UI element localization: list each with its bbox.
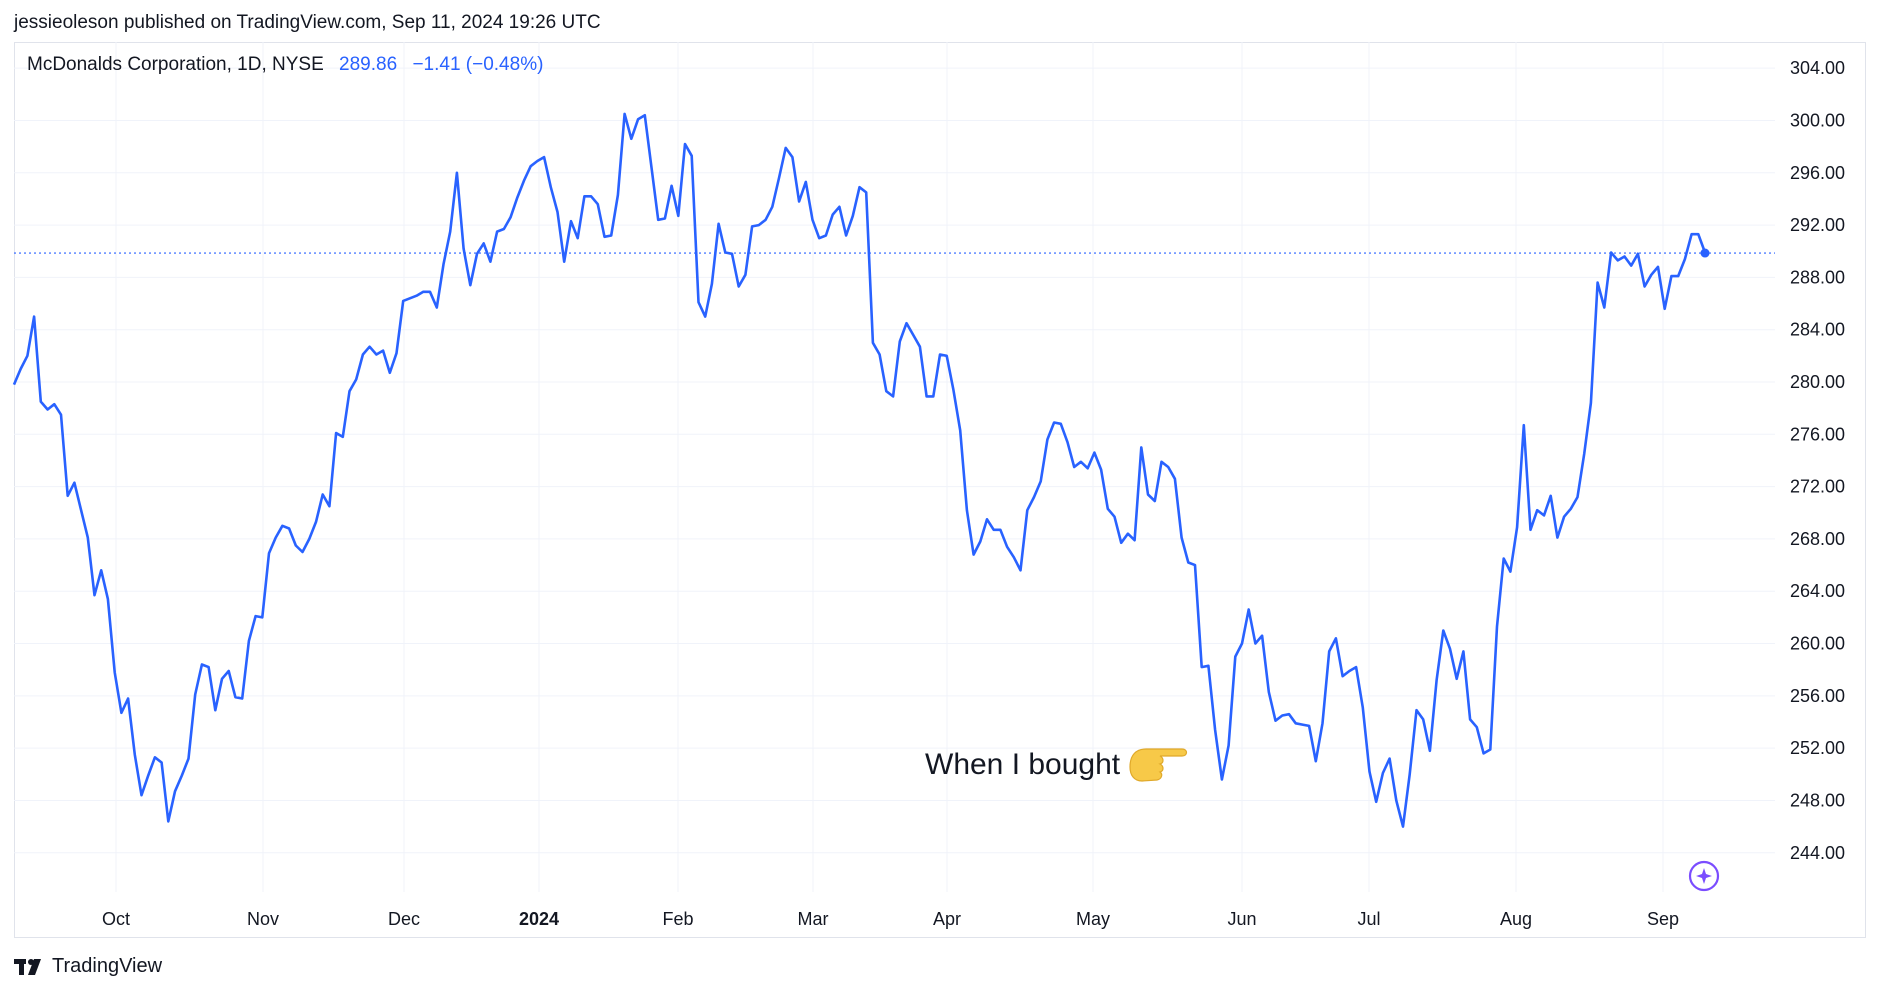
x-tick-label: Feb — [662, 909, 693, 929]
x-tick-label: May — [1076, 909, 1110, 929]
y-tick-label: 296.00 — [1790, 163, 1845, 183]
symbol-name: McDonalds Corporation, 1D, NYSE — [27, 54, 324, 75]
y-axis: 304.00 300.00 296.00 292.00 288.00 284.00 280.… — [1790, 58, 1845, 863]
published-line: jessieoleson published on TradingView.co… — [14, 12, 601, 33]
x-axis: Oct Nov Dec 2024 Feb Mar Apr May Jun Jul Aug Sep — [102, 909, 1679, 929]
y-tick-label: 272.00 — [1790, 477, 1845, 497]
y-tick-label: 252.00 — [1790, 738, 1845, 758]
x-tick-label: Aug — [1500, 909, 1532, 929]
tradingview-logo-icon — [14, 958, 41, 975]
y-tick-label: 288.00 — [1790, 267, 1845, 287]
y-tick-label: 292.00 — [1790, 215, 1845, 235]
sparkle-icon[interactable] — [1688, 860, 1720, 892]
grid-lines — [14, 42, 1775, 892]
x-tick-label: Dec — [388, 909, 420, 929]
symbol-legend[interactable]: McDonalds Corporation, 1D, NYSE 289.86 −… — [27, 54, 543, 76]
y-tick-label: 284.00 — [1790, 320, 1845, 340]
x-tick-label: Jun — [1227, 909, 1256, 929]
annotation-when-i-bought: When I bought — [925, 748, 1121, 781]
x-tick-label: Oct — [102, 909, 130, 929]
x-tick-label: 2024 — [519, 909, 559, 929]
y-tick-label: 300.00 — [1790, 110, 1845, 130]
y-tick-label: 280.00 — [1790, 372, 1845, 392]
tradingview-brand: TradingView — [52, 955, 163, 977]
x-tick-label: Sep — [1647, 909, 1679, 929]
price-change: −1.41 (−0.48%) — [412, 54, 544, 75]
pointing-hand-icon — [1129, 748, 1188, 782]
x-tick-label: Apr — [933, 909, 961, 929]
last-price-dot — [1700, 248, 1710, 258]
y-tick-label: 260.00 — [1790, 634, 1845, 654]
y-tick-label: 256.00 — [1790, 686, 1845, 706]
y-tick-label: 276.00 — [1790, 424, 1845, 444]
tradingview-footer[interactable]: TradingView — [14, 955, 162, 978]
y-tick-label: 268.00 — [1790, 529, 1845, 549]
y-tick-label: 248.00 — [1790, 790, 1845, 810]
chart-frame — [14, 42, 1866, 938]
price-series-line — [12, 112, 1707, 828]
y-tick-label: 244.00 — [1790, 843, 1845, 863]
y-tick-label: 304.00 — [1790, 58, 1845, 78]
y-tick-label: 264.00 — [1790, 581, 1845, 601]
x-tick-label: Mar — [798, 909, 829, 929]
x-tick-label: Jul — [1357, 909, 1380, 929]
last-price: 289.86 — [339, 54, 398, 75]
x-tick-label: Nov — [247, 909, 279, 929]
